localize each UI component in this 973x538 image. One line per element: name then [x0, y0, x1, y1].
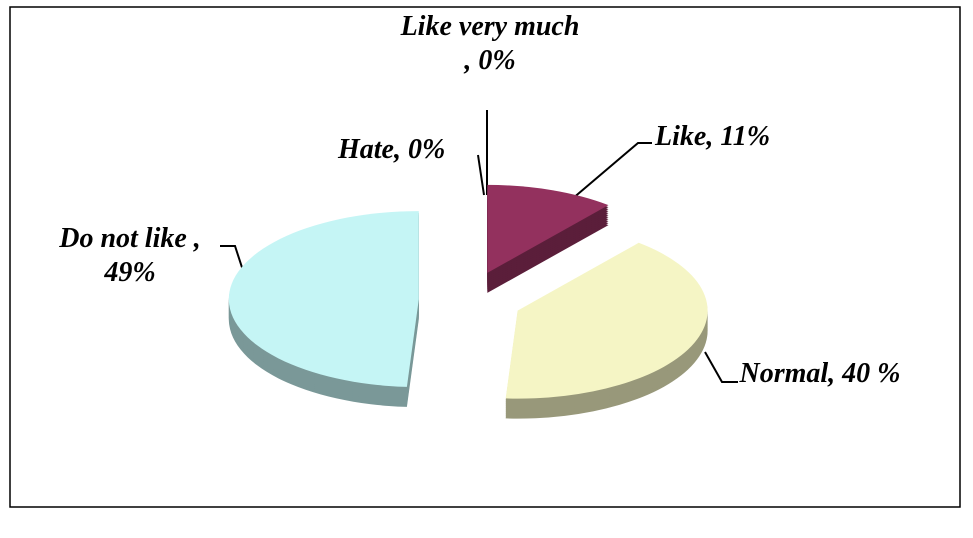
data-label: Like, 11%: [655, 120, 875, 154]
data-label: Normal, 40 %: [735, 357, 905, 391]
data-label: Like very much , 0%: [400, 10, 580, 78]
leader-line: [564, 142, 652, 206]
label-category: Like very much: [400, 11, 580, 42]
frame: [9, 6, 961, 508]
slice: [505, 242, 708, 399]
label-category: Like: [655, 121, 707, 152]
label-value: , 40 %: [828, 358, 901, 389]
leader-line: [477, 154, 485, 196]
label-category: Normal: [739, 358, 829, 389]
label-category: Do not like: [59, 223, 187, 254]
label-value: , 0%: [464, 45, 516, 76]
slice: [487, 184, 609, 273]
data-label: Do not like , 49%: [40, 222, 220, 290]
label-category: Hate: [338, 134, 394, 165]
slice: [228, 211, 419, 387]
pie: [228, 184, 708, 419]
label-value: , 11%: [706, 121, 771, 152]
label-value: , 0%: [394, 134, 446, 165]
data-label: Hate, 0%: [338, 133, 538, 167]
leader-line: [704, 351, 738, 383]
label-value: , 49%: [104, 223, 201, 288]
